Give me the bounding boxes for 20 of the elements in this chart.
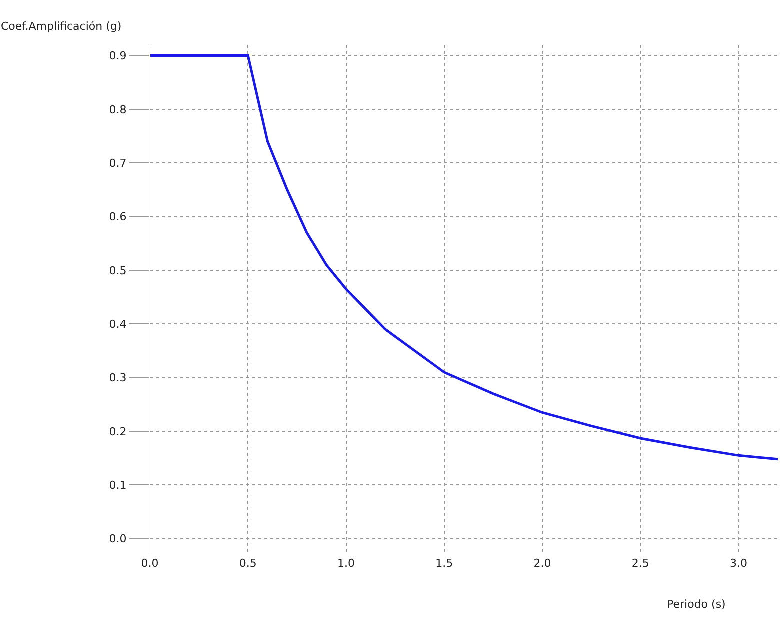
- x-tick-label: 1.5: [436, 557, 454, 570]
- y-tick-label: 0.7: [109, 156, 127, 170]
- x-tick-label: 1.0: [338, 557, 355, 570]
- x-tick-label: 2.0: [534, 557, 552, 570]
- line-series: [150, 54, 778, 461]
- y-tick-label: 0.4: [109, 318, 127, 332]
- x-axis-title: Periodo (s): [667, 598, 726, 611]
- y-tick-label: 0.8: [109, 103, 127, 116]
- y-tick-label: 0.6: [109, 210, 127, 224]
- y-tick-label: 0.5: [109, 264, 127, 278]
- y-tick-label: 0.2: [109, 425, 127, 438]
- x-tick-label: 0.5: [239, 557, 257, 570]
- y-tick-label: 0.0: [109, 532, 127, 546]
- x-tick-label: 2.5: [632, 557, 650, 570]
- y-tick-label: 0.3: [109, 372, 127, 385]
- y-tick-label: 0.9: [109, 50, 127, 63]
- x-tick-label: 0.0: [141, 557, 159, 570]
- x-tick-label: 3.0: [730, 557, 748, 570]
- y-axis-title: Coef.Amplificación (g): [1, 20, 122, 33]
- y-tick-label: 0.1: [109, 479, 127, 492]
